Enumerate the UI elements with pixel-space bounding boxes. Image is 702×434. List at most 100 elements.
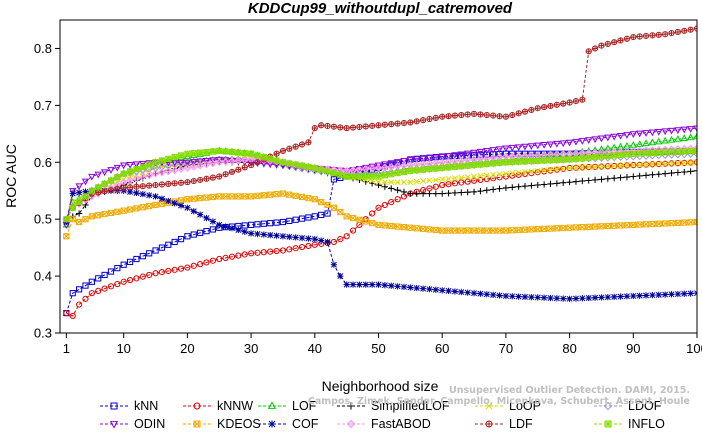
data-point bbox=[592, 163, 599, 170]
data-point bbox=[152, 181, 159, 189]
data-point bbox=[509, 170, 516, 177]
series-line bbox=[66, 161, 697, 220]
data-point bbox=[668, 148, 675, 156]
data-point bbox=[279, 218, 287, 226]
data-point bbox=[541, 225, 548, 232]
data-point bbox=[476, 160, 485, 169]
x-tick-label: 1 bbox=[63, 341, 70, 356]
data-point bbox=[560, 165, 567, 172]
data-point bbox=[591, 45, 599, 52]
data-point bbox=[400, 119, 408, 127]
data-point bbox=[95, 275, 102, 282]
data-point bbox=[458, 111, 465, 119]
data-point bbox=[668, 220, 675, 227]
data-point bbox=[375, 173, 382, 180]
data-point bbox=[324, 122, 331, 130]
data-point bbox=[553, 101, 560, 108]
data-point bbox=[311, 235, 318, 243]
data-point bbox=[432, 154, 440, 162]
data-point bbox=[470, 110, 478, 118]
data-point bbox=[196, 161, 204, 170]
data-point bbox=[541, 103, 548, 111]
data-point bbox=[419, 155, 427, 163]
data-point bbox=[572, 97, 580, 105]
legend-label: INFLO bbox=[628, 417, 665, 431]
data-point bbox=[458, 174, 465, 181]
data-point bbox=[432, 226, 439, 234]
data-point bbox=[579, 155, 586, 162]
data-point bbox=[560, 224, 567, 232]
data-point bbox=[445, 164, 452, 171]
data-point bbox=[177, 165, 185, 173]
data-point bbox=[560, 179, 567, 186]
data-point bbox=[426, 226, 433, 233]
data-point bbox=[515, 293, 522, 300]
data-point bbox=[394, 179, 401, 186]
data-point bbox=[203, 175, 210, 182]
data-point bbox=[616, 153, 625, 161]
data-point bbox=[579, 177, 586, 185]
data-point bbox=[610, 153, 619, 162]
data-point bbox=[534, 105, 541, 112]
data-point bbox=[630, 150, 637, 157]
data-point bbox=[483, 111, 490, 119]
data-point bbox=[668, 160, 675, 167]
data-point bbox=[604, 222, 611, 230]
legend-item-lof: LOF bbox=[258, 399, 317, 413]
data-point bbox=[470, 290, 478, 297]
data-point bbox=[133, 255, 140, 263]
data-point bbox=[528, 158, 535, 165]
data-point bbox=[209, 226, 216, 233]
data-point bbox=[514, 157, 523, 166]
x-axis-title: Neighborhood size bbox=[322, 378, 439, 394]
data-point bbox=[495, 146, 504, 154]
data-point bbox=[177, 236, 185, 243]
x-tick-label: 80 bbox=[562, 341, 576, 356]
data-point bbox=[394, 169, 401, 177]
data-point bbox=[101, 188, 108, 195]
data-point bbox=[655, 291, 662, 298]
data-point bbox=[381, 172, 388, 179]
data-point bbox=[502, 170, 509, 177]
data-point bbox=[273, 157, 280, 164]
data-point bbox=[305, 195, 312, 202]
series-line bbox=[65, 127, 697, 225]
legend-item-kdeos: KDEOS bbox=[183, 417, 261, 431]
y-tick-label: 0.3 bbox=[34, 326, 52, 341]
data-point bbox=[171, 154, 178, 161]
data-point bbox=[630, 292, 637, 300]
data-point bbox=[502, 227, 509, 234]
data-point bbox=[311, 164, 318, 172]
data-point bbox=[451, 227, 459, 234]
data-point bbox=[298, 243, 306, 251]
data-point bbox=[94, 171, 102, 179]
y-tick-label: 0.5 bbox=[34, 212, 52, 227]
data-point bbox=[471, 173, 478, 180]
data-point bbox=[292, 161, 299, 168]
data-point bbox=[546, 141, 555, 149]
data-point bbox=[476, 148, 485, 156]
data-point bbox=[693, 25, 697, 32]
data-point bbox=[273, 232, 280, 239]
data-point bbox=[197, 149, 204, 156]
data-point bbox=[566, 179, 573, 186]
data-point bbox=[267, 155, 274, 162]
legend-item-knn: kNN bbox=[100, 399, 158, 413]
data-point bbox=[228, 225, 236, 232]
data-point bbox=[216, 173, 223, 180]
data-point bbox=[400, 224, 408, 231]
data-point bbox=[184, 233, 191, 240]
data-point bbox=[337, 272, 344, 280]
data-point bbox=[126, 161, 134, 169]
data-point bbox=[572, 295, 580, 302]
data-point bbox=[616, 132, 625, 140]
data-point bbox=[623, 151, 631, 158]
data-point bbox=[527, 143, 536, 150]
data-point bbox=[566, 156, 573, 163]
data-point bbox=[617, 151, 624, 158]
data-point bbox=[681, 27, 688, 34]
data-point bbox=[598, 163, 605, 170]
data-point bbox=[400, 161, 408, 170]
data-point bbox=[209, 174, 216, 181]
